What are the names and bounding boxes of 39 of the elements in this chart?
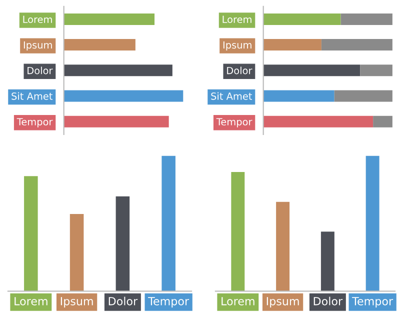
bar [64,116,169,128]
y-tick-label: Ipsum [24,41,52,51]
bar [366,156,380,292]
x-tick-label: Ipsum [60,297,93,308]
bar [64,64,172,76]
bar [64,90,184,102]
bar [276,202,290,292]
x-tick-label: Tempor [148,297,190,308]
bar [24,176,38,292]
bar [263,13,341,25]
bar [263,64,360,76]
y-tick-label: Dolor [227,66,252,74]
y-tick-label: Lorem [222,16,252,24]
bar [263,39,322,51]
x-tick-label: Ipsum [266,297,299,308]
x-tick-label: Dolor [108,296,138,306]
bar [340,13,392,25]
bar [231,172,245,292]
x-tick-label: Tempor [352,297,394,308]
bar [263,116,374,128]
y-tick-label: Sit Amet [12,92,52,100]
bar [263,90,334,102]
bar [360,64,392,76]
bar [321,39,392,51]
x-tick-label: Dolor [314,296,343,306]
bar [334,90,392,102]
bar [373,116,392,128]
bar [70,214,84,292]
bar [320,232,334,292]
y-tick-label: Dolor [28,66,53,74]
bar [116,196,130,292]
y-tick-label: Tempor [216,118,252,128]
y-tick-label: Tempor [16,118,53,128]
y-tick-label: Lorem [23,16,52,24]
bar [162,156,176,292]
y-tick-label: Ipsum [223,41,252,51]
bar [64,39,136,51]
y-tick-label: Sit Amet [211,92,252,100]
bar [64,13,155,25]
